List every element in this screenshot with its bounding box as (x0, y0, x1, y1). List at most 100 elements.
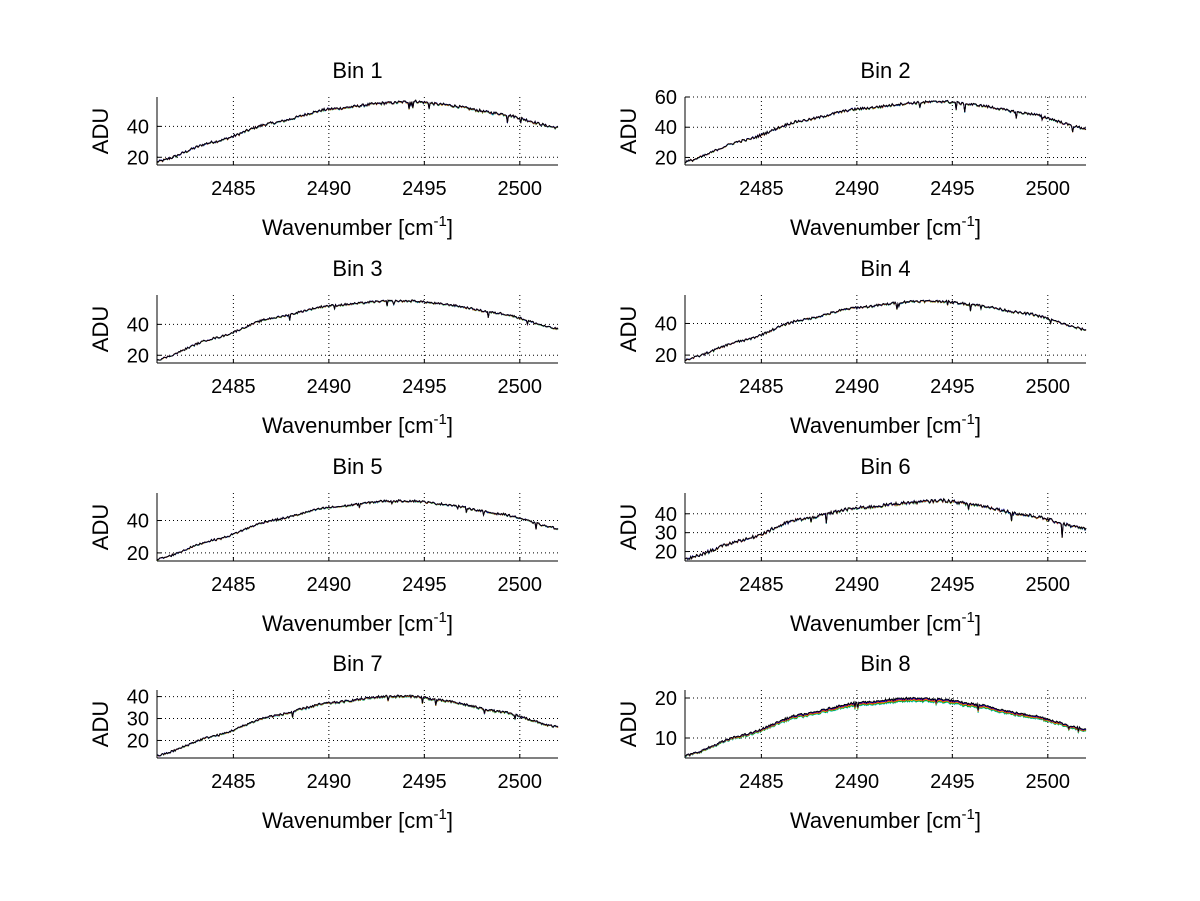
x-axis-label: Wavenumber [cm-1] (790, 609, 981, 636)
x-axis-label-exponent: -1 (962, 411, 975, 428)
x-tick-label: 2500 (498, 376, 543, 398)
series-line-6 (156, 694, 559, 757)
x-tick-label: 2500 (498, 771, 543, 793)
y-tick-label: 40 (655, 504, 677, 526)
x-axis-label: Wavenumber [cm-1] (790, 411, 981, 438)
series-line-6 (684, 299, 1087, 362)
x-axis-label: Wavenumber [cm-1] (262, 609, 453, 636)
x-axis-label-bracket-open: [ (920, 611, 932, 636)
y-tick-label: 30 (655, 523, 677, 545)
x-tick-label: 2490 (307, 376, 352, 398)
x-axis-label-unit: cm (932, 215, 961, 240)
x-tick-label: 2485 (739, 574, 784, 596)
x-axis-label-exponent: -1 (434, 411, 447, 428)
subplot-title: Bin 1 (332, 58, 382, 83)
subplot-title: Bin 5 (332, 454, 382, 479)
y-tick-label: 40 (127, 511, 149, 533)
subplot-title: Bin 7 (332, 651, 382, 676)
y-axis-label: ADU (616, 504, 641, 550)
x-axis-label-unit: cm (404, 413, 433, 438)
y-axis-label: ADU (616, 701, 641, 747)
subplot-title: Bin 8 (860, 651, 910, 676)
subplot-5: Bin 5 2485 2490 2495 2500 20 40 ADU Wavenumber [… (88, 454, 559, 636)
x-axis-label-unit: cm (932, 611, 961, 636)
x-axis-label-exponent: -1 (434, 609, 447, 626)
x-tick-label: 2495 (930, 771, 975, 793)
y-axis-label: ADU (616, 306, 641, 352)
y-axis-label: ADU (88, 108, 113, 154)
y-tick-label: 20 (127, 730, 149, 752)
x-tick-label: 2490 (835, 771, 880, 793)
x-tick-label: 2490 (835, 574, 880, 596)
x-axis-label-bracket-close: ] (447, 413, 453, 438)
y-axis-label: ADU (616, 108, 641, 154)
series-line-6 (156, 499, 559, 560)
x-axis-label-text: Wavenumber (262, 215, 392, 240)
x-axis-label-text: Wavenumber (790, 808, 920, 833)
subplot-title: Bin 4 (860, 256, 910, 281)
x-axis-label-text: Wavenumber (262, 413, 392, 438)
x-tick-label: 2490 (307, 574, 352, 596)
x-tick-label: 2485 (211, 771, 256, 793)
subplot-title: Bin 2 (860, 58, 910, 83)
x-tick-label: 2500 (1026, 574, 1071, 596)
subplot-title: Bin 6 (860, 454, 910, 479)
x-axis-label-bracket-close: ] (975, 413, 981, 438)
subplot-8: Bin 8 2485 2490 2495 2500 10 20 ADU Wavenumber [… (616, 651, 1087, 833)
x-tick-label: 2490 (835, 376, 880, 398)
x-axis-label-text: Wavenumber (790, 413, 920, 438)
x-axis-label-unit: cm (404, 215, 433, 240)
subplot-1: Bin 1 2485 2490 2495 2500 20 40 ADU Wavenumber [… (88, 58, 559, 240)
x-tick-label: 2485 (211, 178, 256, 200)
subplot-3: Bin 3 2485 2490 2495 2500 20 40 ADU Wavenumber [… (88, 256, 559, 438)
x-axis-label: Wavenumber [cm-1] (790, 806, 981, 833)
x-axis-label-text: Wavenumber (790, 215, 920, 240)
x-tick-label: 2495 (930, 376, 975, 398)
x-axis-label-bracket-close: ] (975, 611, 981, 636)
y-tick-label: 40 (655, 313, 677, 335)
series-line-6 (156, 299, 559, 361)
x-axis-label: Wavenumber [cm-1] (262, 806, 453, 833)
y-tick-label: 40 (127, 687, 149, 709)
x-tick-label: 2490 (835, 178, 880, 200)
y-tick-label: 20 (127, 147, 149, 169)
x-tick-label: 2485 (739, 771, 784, 793)
x-axis-label-exponent: -1 (962, 806, 975, 823)
x-axis-label-exponent: -1 (962, 609, 975, 626)
x-tick-label: 2500 (1026, 178, 1071, 200)
x-axis-label-unit: cm (932, 808, 961, 833)
series-line-6 (684, 99, 1087, 164)
x-tick-label: 2495 (402, 771, 447, 793)
x-tick-label: 2495 (402, 574, 447, 596)
x-axis-label-bracket-close: ] (975, 808, 981, 833)
y-tick-label: 40 (127, 314, 149, 336)
x-tick-label: 2490 (307, 178, 352, 200)
x-axis-label-unit: cm (404, 808, 433, 833)
y-tick-label: 30 (127, 709, 149, 731)
x-tick-label: 2495 (402, 376, 447, 398)
y-tick-label: 20 (655, 345, 677, 367)
x-axis-label: Wavenumber [cm-1] (262, 411, 453, 438)
x-axis-label-bracket-open: [ (392, 611, 404, 636)
x-tick-label: 2485 (739, 178, 784, 200)
x-tick-label: 2485 (211, 574, 256, 596)
x-axis-label: Wavenumber [cm-1] (262, 213, 453, 240)
x-axis-label-bracket-open: [ (392, 808, 404, 833)
subplot-title: Bin 3 (332, 256, 382, 281)
x-axis-label-unit: cm (404, 611, 433, 636)
x-tick-label: 2495 (402, 178, 447, 200)
series-line-6 (156, 99, 559, 163)
x-axis-label-bracket-close: ] (447, 808, 453, 833)
y-tick-label: 20 (655, 542, 677, 564)
y-tick-label: 10 (655, 728, 677, 750)
x-tick-label: 2500 (1026, 771, 1071, 793)
x-tick-label: 2500 (498, 178, 543, 200)
x-axis-label-text: Wavenumber (262, 611, 392, 636)
y-tick-label: 20 (655, 147, 677, 169)
x-axis-label-bracket-open: [ (920, 215, 932, 240)
y-tick-label: 40 (127, 116, 149, 138)
x-axis-label-unit: cm (932, 413, 961, 438)
